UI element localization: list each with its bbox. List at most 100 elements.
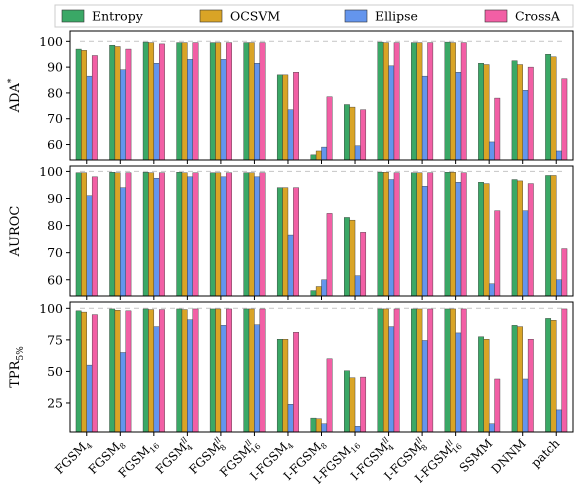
bar-ellipse	[120, 352, 126, 433]
panel-3: 25 50 75 100 TPR5%	[8, 301, 574, 436]
bar-ellipse	[455, 72, 462, 161]
y-tick-label: 60	[47, 272, 63, 287]
bar-ocsvm	[416, 42, 423, 161]
bar-crossa	[226, 308, 232, 433]
x-tick-label: SSMM	[457, 436, 496, 475]
bar-ellipse	[120, 69, 126, 161]
bar-entropy	[276, 74, 283, 161]
y-tick-label: 60	[47, 137, 63, 152]
bar-entropy	[411, 42, 417, 161]
bar-ellipse	[354, 275, 361, 297]
bar-crossa	[226, 172, 232, 297]
legend-label-ellipse: Ellipse	[375, 9, 418, 24]
y-axis-label-base: ADA	[8, 83, 23, 114]
bar-ocsvm	[181, 309, 188, 433]
bar-crossa	[259, 308, 266, 433]
y-axis-label: TPR5%	[8, 346, 26, 388]
legend-swatch-ocsvm	[199, 9, 223, 23]
bar-crossa	[226, 42, 232, 161]
bar-entropy	[209, 172, 216, 297]
bar-ellipse	[354, 145, 361, 161]
bar-crossa	[259, 42, 266, 161]
bar-ocsvm	[148, 42, 155, 161]
bar-entropy	[511, 325, 518, 433]
bar-entropy	[344, 104, 350, 161]
x-tick-label: FGSM4	[52, 436, 94, 478]
bar-ellipse	[556, 150, 562, 161]
bar-crossa	[125, 310, 132, 433]
y-tick-label: 100	[39, 164, 63, 179]
bar-entropy	[344, 217, 350, 297]
bar-ocsvm	[483, 64, 490, 161]
bar-crossa	[259, 172, 266, 297]
bar-crossa	[494, 97, 501, 161]
bar-ellipse	[488, 283, 495, 297]
bar-entropy	[545, 175, 552, 297]
bar-ocsvm	[483, 183, 490, 297]
bar-ellipse	[455, 182, 462, 297]
bar-crossa	[427, 42, 434, 161]
bar-ocsvm	[114, 310, 121, 433]
x-axis-tick-labels: FGSM4FGSM8FGSM16FGSMll4FGSMll8FGSMll16I-…	[52, 435, 562, 487]
bar-ocsvm	[416, 308, 423, 433]
bar-ellipse	[220, 176, 227, 297]
bar-entropy	[344, 370, 350, 433]
bar-ocsvm	[215, 172, 222, 297]
bar-entropy	[209, 308, 216, 433]
bar-entropy	[411, 172, 417, 297]
bar-entropy	[243, 172, 250, 297]
bar-crossa	[125, 48, 132, 161]
bar-ocsvm	[349, 106, 356, 161]
bar-ocsvm	[450, 308, 456, 433]
bar-entropy	[142, 172, 149, 297]
y-axis-label-sub: 5%	[16, 346, 26, 361]
y-tick-label: 75	[47, 332, 63, 347]
bar-ellipse	[287, 404, 294, 433]
bar-ellipse	[556, 279, 562, 297]
bar-entropy	[310, 154, 317, 161]
x-tick-label: DNNM	[489, 436, 529, 476]
bar-crossa	[293, 187, 299, 297]
bar-crossa	[460, 42, 467, 161]
bar-entropy	[142, 308, 149, 433]
bar-crossa	[293, 332, 299, 433]
y-tick-label: 90	[47, 191, 63, 206]
bar-crossa	[360, 232, 367, 297]
bar-entropy	[209, 42, 216, 161]
bar-crossa	[159, 172, 165, 297]
legend-label-ocsvm: OCSVM	[230, 9, 280, 24]
bar-ellipse	[187, 59, 193, 161]
bar-entropy	[109, 44, 116, 161]
bar-ellipse	[388, 326, 395, 433]
y-axis-label-base: TPR	[8, 359, 23, 387]
bar-ocsvm	[248, 308, 255, 433]
bar-ellipse	[187, 319, 193, 433]
bar-ellipse	[220, 325, 227, 433]
bar-crossa	[360, 109, 367, 161]
bar-ellipse	[187, 176, 193, 297]
y-tick-label: 25	[47, 395, 63, 410]
bar-entropy	[109, 308, 116, 433]
bar-crossa	[460, 172, 467, 297]
bar-ocsvm	[282, 187, 289, 297]
bar-ellipse	[354, 426, 361, 433]
bar-crossa	[91, 314, 98, 433]
bar-crossa	[494, 378, 501, 433]
bar-entropy	[411, 308, 417, 433]
bar-ellipse	[86, 364, 93, 433]
bar-ellipse	[556, 409, 562, 433]
bar-ellipse	[86, 195, 93, 297]
bar-entropy	[377, 41, 384, 161]
bar-ocsvm	[450, 172, 456, 297]
y-tick-label: 70	[47, 111, 63, 126]
bar-entropy	[377, 308, 384, 433]
legend-swatch-crossa	[484, 9, 508, 23]
bar-entropy	[478, 63, 484, 161]
bar-ellipse	[321, 146, 328, 161]
y-tick-label: 70	[47, 245, 63, 260]
bar-ocsvm	[416, 172, 423, 297]
bar-entropy	[377, 172, 384, 297]
bar-ellipse	[522, 378, 529, 433]
panel-1: 60 70 80 90 100 ADA*	[7, 30, 574, 164]
bar-crossa	[326, 96, 333, 161]
